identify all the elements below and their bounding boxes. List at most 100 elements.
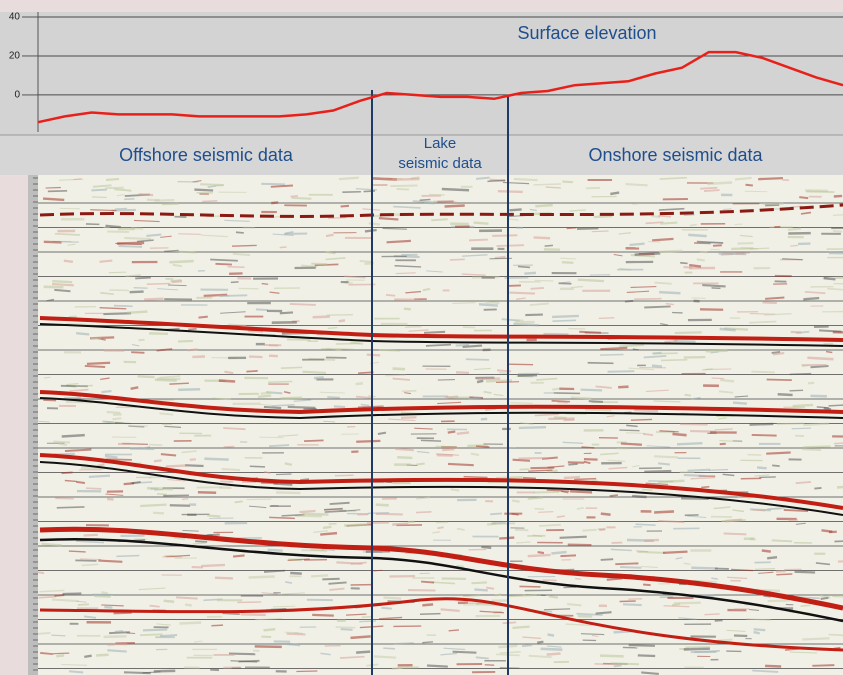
texture bbox=[477, 381, 483, 382]
texture bbox=[280, 247, 287, 248]
texture bbox=[512, 500, 520, 501]
texture bbox=[793, 405, 813, 406]
texture bbox=[147, 200, 160, 201]
texture bbox=[91, 190, 106, 191]
texture bbox=[53, 442, 70, 443]
texture bbox=[341, 206, 349, 207]
texture bbox=[442, 449, 454, 450]
texture bbox=[64, 398, 81, 399]
texture bbox=[441, 609, 460, 610]
texture bbox=[745, 185, 752, 186]
texture bbox=[469, 240, 488, 241]
texture bbox=[115, 208, 127, 209]
texture bbox=[636, 524, 656, 525]
texture bbox=[735, 178, 752, 179]
texture bbox=[592, 480, 598, 481]
texture bbox=[629, 645, 655, 646]
texture bbox=[574, 479, 596, 480]
texture bbox=[119, 246, 142, 247]
texture bbox=[784, 510, 808, 511]
texture bbox=[514, 179, 538, 180]
texture bbox=[312, 615, 334, 616]
texture bbox=[69, 671, 83, 672]
texture bbox=[53, 653, 69, 654]
texture bbox=[677, 443, 703, 444]
texture bbox=[509, 293, 535, 294]
texture bbox=[755, 569, 775, 570]
texture bbox=[432, 532, 440, 533]
texture bbox=[280, 312, 293, 313]
texture bbox=[269, 445, 289, 446]
texture bbox=[101, 592, 107, 593]
texture bbox=[207, 516, 220, 517]
texture bbox=[810, 366, 828, 367]
texture bbox=[334, 406, 345, 407]
texture bbox=[592, 231, 609, 232]
texture bbox=[476, 178, 490, 179]
texture bbox=[496, 245, 523, 246]
texture bbox=[658, 481, 684, 482]
texture bbox=[535, 280, 554, 281]
texture bbox=[192, 356, 205, 357]
texture bbox=[579, 332, 601, 333]
texture bbox=[623, 604, 642, 605]
texture bbox=[103, 636, 126, 637]
texture bbox=[751, 372, 775, 373]
texture bbox=[424, 332, 445, 333]
texture bbox=[52, 600, 79, 601]
texture bbox=[393, 369, 405, 370]
texture bbox=[80, 559, 101, 560]
texture bbox=[518, 266, 530, 267]
texture bbox=[638, 655, 655, 656]
texture bbox=[169, 261, 193, 262]
texture bbox=[533, 184, 561, 185]
texture bbox=[61, 472, 72, 473]
texture bbox=[102, 421, 114, 422]
texture bbox=[834, 541, 843, 542]
texture bbox=[654, 511, 674, 512]
texture bbox=[401, 417, 416, 418]
texture bbox=[258, 396, 271, 397]
texture bbox=[456, 345, 469, 346]
texture bbox=[824, 278, 836, 279]
texture bbox=[38, 421, 49, 422]
texture bbox=[360, 261, 373, 262]
texture bbox=[154, 671, 176, 672]
texture bbox=[124, 199, 134, 200]
texture bbox=[614, 665, 622, 666]
texture bbox=[768, 601, 790, 602]
texture bbox=[762, 550, 771, 551]
texture bbox=[182, 499, 188, 500]
texture bbox=[570, 491, 592, 492]
texture bbox=[105, 456, 118, 457]
texture bbox=[105, 226, 120, 227]
texture bbox=[374, 656, 396, 657]
texture bbox=[379, 350, 400, 351]
texture bbox=[821, 598, 829, 599]
texture bbox=[201, 565, 225, 566]
texture bbox=[188, 329, 196, 330]
texture bbox=[426, 345, 451, 346]
texture bbox=[261, 184, 285, 185]
texture bbox=[452, 303, 475, 304]
texture bbox=[680, 263, 687, 264]
texture bbox=[96, 655, 108, 656]
chart-title: Surface elevation bbox=[517, 23, 656, 43]
texture bbox=[219, 381, 235, 382]
texture bbox=[215, 545, 228, 546]
texture bbox=[361, 404, 369, 405]
texture bbox=[522, 645, 532, 646]
texture bbox=[577, 228, 598, 229]
texture bbox=[384, 598, 402, 599]
texture bbox=[327, 397, 340, 398]
texture bbox=[713, 245, 722, 246]
texture bbox=[228, 324, 246, 325]
texture bbox=[378, 433, 386, 434]
texture bbox=[157, 494, 167, 495]
texture bbox=[69, 551, 86, 552]
texture bbox=[564, 477, 580, 478]
texture bbox=[594, 216, 612, 217]
texture bbox=[560, 555, 576, 556]
texture bbox=[228, 267, 245, 268]
texture bbox=[223, 428, 245, 429]
